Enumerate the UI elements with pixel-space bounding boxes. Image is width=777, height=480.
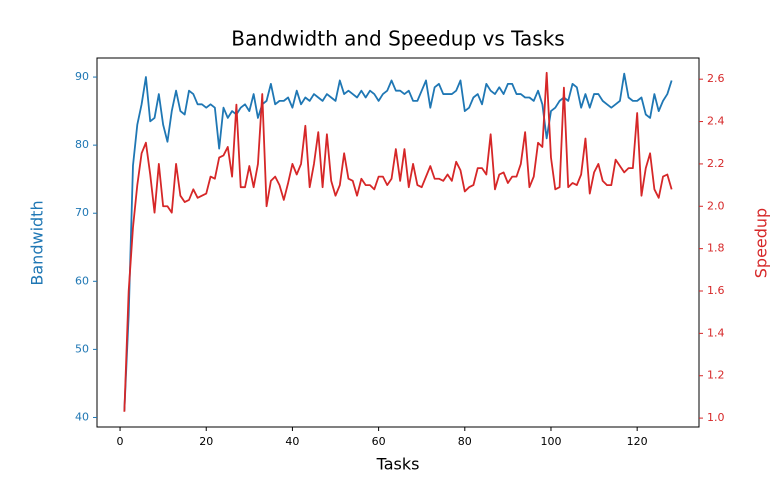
x-axis-label: Tasks — [376, 455, 420, 474]
y2-tick-label: 1.8 — [707, 242, 725, 255]
y2-tick-label: 1.0 — [707, 411, 725, 424]
y-tick-label: 60 — [75, 274, 89, 287]
y-tick-label: 70 — [75, 206, 89, 219]
y2-tick-label: 1.4 — [707, 326, 725, 339]
x-tick-label: 20 — [199, 435, 213, 448]
chart-title: Bandwidth and Speedup vs Tasks — [231, 27, 564, 51]
y-tick-label: 80 — [75, 138, 89, 151]
x-tick-label: 120 — [627, 435, 648, 448]
x-tick-label: 60 — [372, 435, 386, 448]
x-tick-label: 0 — [117, 435, 124, 448]
y-axis-label: Bandwidth — [28, 200, 47, 285]
y-tick-label: 40 — [75, 410, 89, 423]
series-line — [123, 71, 673, 412]
series-line — [123, 72, 673, 411]
y2-tick-label: 1.6 — [707, 284, 725, 297]
y2-tick-label: 2.2 — [707, 157, 725, 170]
x-tick-label: 80 — [458, 435, 472, 448]
y2-tick-label: 2.0 — [707, 199, 725, 212]
y2-tick-label: 2.6 — [707, 72, 725, 85]
y2-tick-label: 2.4 — [707, 115, 725, 128]
plot-frame — [96, 57, 700, 428]
y2-tick-label: 1.2 — [707, 369, 725, 382]
x-tick-label: 40 — [285, 435, 299, 448]
y-tick-label: 50 — [75, 342, 89, 355]
y2-axis-label: Speedup — [752, 208, 771, 278]
x-tick-label: 100 — [540, 435, 561, 448]
y-tick-label: 90 — [75, 70, 89, 83]
